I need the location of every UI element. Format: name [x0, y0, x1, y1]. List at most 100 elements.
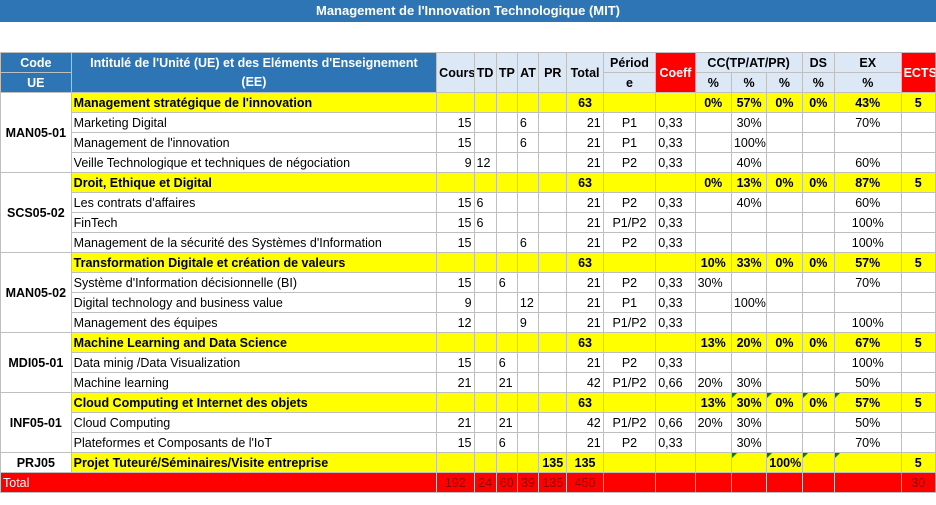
ue-periode-cell [602, 252, 657, 273]
element-row: Plateformes et Composants de l'IoT 15 6 21 P… [1, 432, 936, 453]
element-td-cell [473, 432, 497, 453]
element-tp-cell [495, 192, 518, 213]
element-cc3-cell [766, 272, 803, 293]
header-cc-pct-1: % [694, 72, 732, 93]
element-ex-cell: 100% [833, 352, 902, 373]
element-name: Management de l'innovation [70, 132, 438, 153]
ue-ects-cell: 5 [900, 172, 936, 193]
element-cours-cell: 15 [436, 232, 475, 253]
element-td-cell: 6 [473, 192, 497, 213]
element-ex-cell: 100% [833, 232, 902, 253]
total-td-cell: 24 [473, 472, 497, 493]
ue-at-cell [516, 332, 540, 353]
ue-periode-cell [602, 172, 657, 193]
ue-cc2-cell: 20% [730, 332, 768, 353]
element-coeff-cell: 0,66 [655, 372, 696, 393]
element-cc3-cell [766, 212, 803, 233]
element-ects-cell [900, 412, 936, 433]
ue-tp-cell [495, 452, 518, 473]
element-name: Marketing Digital [70, 112, 438, 133]
element-ects-cell [900, 192, 936, 213]
element-tp-cell [495, 292, 518, 313]
element-periode-cell: P1/P2 [602, 412, 657, 433]
element-pr-cell [538, 132, 568, 153]
ue-cc1-cell: 13% [694, 392, 732, 413]
ue-ds-cell: 0% [801, 332, 835, 353]
element-ex-cell: 60% [833, 192, 902, 213]
total-ects-cell: 30 [900, 472, 936, 493]
element-ects-cell [900, 312, 936, 333]
element-pr-cell [538, 292, 568, 313]
ue-pr-cell [538, 172, 568, 193]
element-row: Management des équipes 12 9 21 P1/P2 0,33 100% [1, 312, 936, 333]
element-name: Management des équipes [70, 312, 438, 333]
header-row-1: Code Intitulé de l'Unité (UE) et des Elé… [0, 52, 936, 93]
element-coeff-cell: 0,33 [655, 232, 696, 253]
ue-ex-cell: 43% [833, 92, 902, 113]
total-empty-cell [833, 472, 902, 493]
element-ds-cell [801, 292, 835, 313]
total-empty-cell [602, 472, 657, 493]
element-total-cell: 21 [566, 132, 604, 153]
element-td-cell [473, 372, 497, 393]
total-empty-cell [801, 472, 835, 493]
element-tp-cell: 6 [495, 432, 518, 453]
element-cc1-cell [694, 192, 732, 213]
element-row: Veille Technologique et techniques de né… [1, 152, 936, 173]
element-row: Cloud Computing 21 21 42 P1/P2 0,66 20% 30% 50% [1, 412, 936, 433]
ue-pr-cell [538, 332, 568, 353]
header-periode-2: e [602, 72, 657, 93]
ue-row: MAN05-01 Management stratégique de l'inno… [0, 92, 936, 173]
element-coeff-cell: 0,33 [655, 272, 696, 293]
element-at-cell: 6 [516, 232, 540, 253]
element-ds-cell [801, 152, 835, 173]
ue-row: MDI05-01 Machine Learning and Data Scienc… [0, 332, 936, 393]
header-cc-pct-2: % [730, 72, 768, 93]
ue-cc3-cell: 0% [766, 172, 803, 193]
element-at-cell [516, 272, 540, 293]
element-cc3-cell [766, 352, 803, 373]
ue-title: Cloud Computing et Internet des objets [70, 392, 438, 413]
ue-cours-cell [436, 172, 475, 193]
ue-row: MAN05-02 Transformation Digitale et créat… [0, 252, 936, 333]
element-row: Digital technology and business value 9 12… [1, 292, 936, 313]
ue-coeff-cell [655, 392, 696, 413]
element-td-cell [473, 132, 497, 153]
element-cc1-cell [694, 152, 732, 173]
element-name: Plateformes et Composants de l'IoT [70, 432, 438, 453]
element-ex-cell [833, 132, 902, 153]
element-td-cell: 6 [473, 212, 497, 233]
element-td-cell [473, 412, 497, 433]
element-td-cell [473, 272, 497, 293]
ue-at-cell [516, 172, 540, 193]
element-cc1-cell: 20% [694, 372, 732, 393]
element-coeff-cell: 0,33 [655, 192, 696, 213]
ue-row: SCS05-02 Droit, Ethique et Digital 63 0% 13%… [0, 172, 936, 253]
element-coeff-cell: 0,66 [655, 412, 696, 433]
ue-total-cell: 63 [566, 252, 604, 273]
total-cours-cell: 192 [436, 472, 475, 493]
element-cc1-cell: 30% [694, 272, 732, 293]
total-label: Total [0, 472, 438, 493]
element-at-cell [516, 152, 540, 173]
header-ex: EX [833, 52, 902, 73]
ue-cc2-cell: 57% [730, 92, 768, 113]
element-tp-cell: 6 [495, 272, 518, 293]
ue-periode-cell [602, 92, 657, 113]
total-tp-cell: 60 [495, 472, 518, 493]
element-cc3-cell [766, 132, 803, 153]
element-cc2-cell: 30% [730, 412, 768, 433]
element-periode-cell: P2 [602, 432, 657, 453]
total-pr-cell: 135 [538, 472, 568, 493]
ue-tp-cell [495, 332, 518, 353]
element-td-cell [473, 352, 497, 373]
element-row: Machine learning 21 21 42 P1/P2 0,66 20% 30% 50% [1, 372, 936, 393]
element-cours-cell: 15 [436, 192, 475, 213]
element-ects-cell [900, 132, 936, 153]
header-code-ue: UE [0, 72, 72, 93]
ue-cc3-cell: 100% [766, 452, 803, 473]
element-td-cell [473, 232, 497, 253]
element-ex-cell: 50% [833, 412, 902, 433]
element-ds-cell [801, 212, 835, 233]
total-empty-cell [694, 472, 732, 493]
